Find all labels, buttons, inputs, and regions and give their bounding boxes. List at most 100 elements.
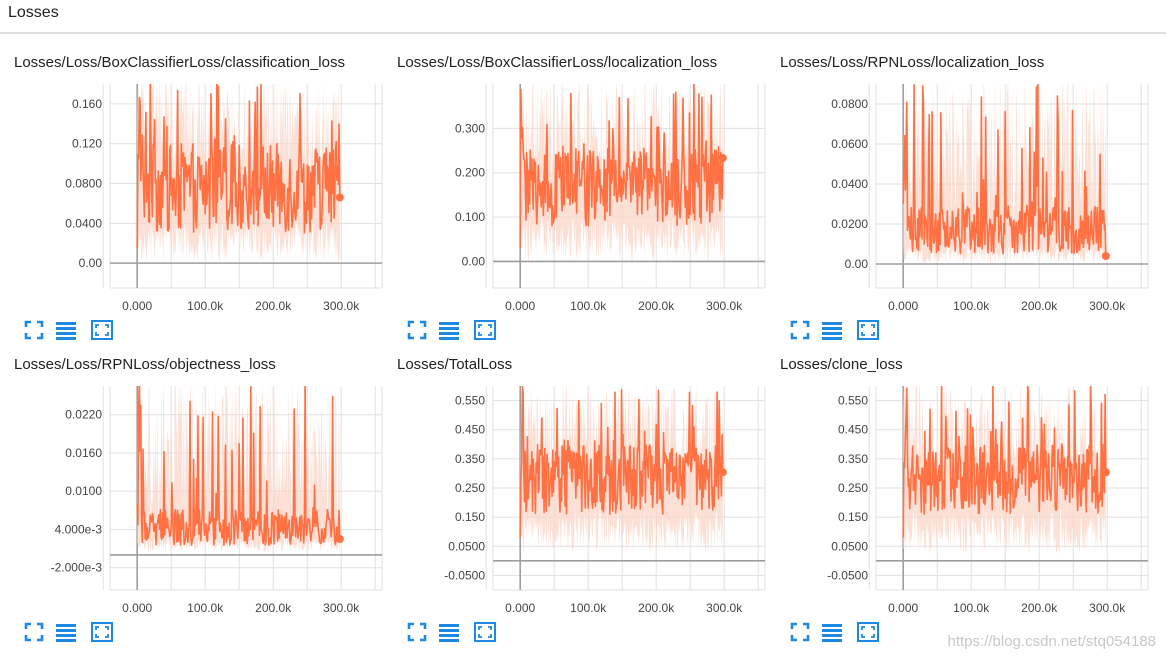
- series-line[interactable]: [519, 78, 724, 249]
- fit-domain-button[interactable]: [22, 318, 46, 342]
- series-end-point[interactable]: [718, 468, 727, 477]
- y-tick-label: 0.250: [455, 481, 485, 495]
- x-tick-label: 100.0k: [953, 299, 990, 313]
- y-tick-label: 0.160: [72, 97, 102, 111]
- y-tick-label: 0.0160: [65, 446, 102, 460]
- y-tick-label: 0.0100: [65, 484, 102, 498]
- x-tick-label: 0.000: [888, 299, 918, 313]
- fit-domain-button[interactable]: [405, 620, 429, 644]
- y-tick-label: 0.450: [838, 423, 868, 437]
- toggle-log-scale-button[interactable]: [54, 620, 78, 644]
- series-line[interactable]: [902, 381, 1107, 538]
- toggle-log-scale-icon: [437, 620, 461, 644]
- line-chart[interactable]: 0.00 0.0400 0.0800 0.120 0.160 0.000 100.0k 200…: [14, 78, 386, 318]
- y-tick-label: 0.0200: [831, 217, 868, 231]
- y-tick-label: 0.0600: [831, 137, 868, 151]
- y-tick-label: 0.250: [838, 481, 868, 495]
- y-tick-label: -2.000e-3: [51, 561, 103, 575]
- y-tick-label: 4.000e-3: [55, 522, 103, 536]
- fit-domain-button[interactable]: [405, 318, 429, 342]
- chart-card: Losses/Loss/BoxClassifierLoss/localizati…: [397, 54, 777, 354]
- series-end-point[interactable]: [335, 193, 344, 202]
- section-title: Losses: [8, 4, 59, 21]
- x-tick-label: 100.0k: [570, 601, 607, 615]
- x-tick-label: 200.0k: [638, 601, 675, 615]
- expand-chart-button[interactable]: [856, 318, 880, 342]
- chart-title: Losses/Loss/RPNLoss/objectness_loss: [14, 356, 276, 373]
- expand-chart-icon: [856, 620, 880, 644]
- chart-title: Losses/clone_loss: [780, 356, 903, 373]
- x-tick-label: 300.0k: [706, 299, 743, 313]
- chart-title: Losses/TotalLoss: [397, 356, 513, 373]
- x-tick-label: 200.0k: [255, 299, 292, 313]
- expand-chart-button[interactable]: [90, 620, 114, 644]
- series-end-point[interactable]: [1101, 468, 1110, 477]
- fit-domain-icon: [405, 318, 429, 342]
- expand-chart-icon: [473, 318, 497, 342]
- y-tick-label: 0.100: [455, 210, 485, 224]
- x-tick-label: 100.0k: [187, 601, 224, 615]
- y-tick-label: 0.200: [455, 166, 485, 180]
- x-tick-label: 100.0k: [187, 299, 224, 313]
- series-line[interactable]: [519, 386, 724, 538]
- fit-domain-icon: [22, 318, 46, 342]
- fit-domain-icon: [405, 620, 429, 644]
- series-end-point[interactable]: [718, 154, 727, 163]
- y-tick-label: 0.120: [72, 137, 102, 151]
- x-tick-label: 300.0k: [1089, 601, 1126, 615]
- expand-chart-button[interactable]: [473, 318, 497, 342]
- toggle-log-scale-icon: [54, 318, 78, 342]
- line-chart[interactable]: -2.000e-3 4.000e-3 0.0100 0.0160 0.0220 0.000…: [14, 380, 386, 620]
- series-line[interactable]: [136, 78, 341, 249]
- expand-chart-button[interactable]: [473, 620, 497, 644]
- x-tick-label: 0.000: [505, 299, 535, 313]
- series-line[interactable]: [136, 380, 341, 547]
- fit-domain-icon: [788, 620, 812, 644]
- series-line[interactable]: [902, 83, 1107, 257]
- fit-domain-icon: [788, 318, 812, 342]
- x-tick-label: 200.0k: [1021, 601, 1058, 615]
- toggle-log-scale-icon: [820, 620, 844, 644]
- x-tick-label: 0.000: [122, 299, 152, 313]
- x-tick-label: 300.0k: [323, 299, 360, 313]
- line-chart[interactable]: 0.00 0.100 0.200 0.300 0.000 100.0k 200.0k 300.…: [397, 78, 769, 318]
- y-tick-label: 0.00: [462, 254, 486, 268]
- y-tick-label: 0.150: [455, 510, 485, 524]
- line-chart[interactable]: 0.00 0.0200 0.0400 0.0600 0.0800 0.000 100.0k 2…: [780, 78, 1152, 318]
- x-tick-label: 200.0k: [1021, 299, 1058, 313]
- toggle-log-scale-button[interactable]: [820, 318, 844, 342]
- toggle-log-scale-button[interactable]: [437, 318, 461, 342]
- watermark: https://blog.csdn.net/stq054188: [947, 633, 1156, 650]
- expand-chart-button[interactable]: [856, 620, 880, 644]
- y-tick-label: 0.0220: [65, 408, 102, 422]
- y-tick-label: 0.0800: [65, 177, 102, 191]
- y-tick-label: 0.0400: [831, 177, 868, 191]
- y-tick-label: 0.0500: [831, 539, 868, 553]
- x-tick-label: 300.0k: [706, 601, 743, 615]
- chart-title: Losses/Loss/RPNLoss/localization_loss: [780, 54, 1045, 71]
- x-tick-label: 200.0k: [255, 601, 292, 615]
- toggle-log-scale-button[interactable]: [54, 318, 78, 342]
- toggle-log-scale-button[interactable]: [820, 620, 844, 644]
- series-end-point[interactable]: [335, 535, 344, 543]
- line-chart[interactable]: -0.0500 0.0500 0.150 0.250 0.350 0.450 0.550 0.…: [397, 380, 769, 620]
- y-tick-label: 0.550: [455, 394, 485, 408]
- y-tick-label: 0.150: [838, 510, 868, 524]
- series-end-point[interactable]: [1101, 252, 1110, 260]
- toggle-log-scale-icon: [54, 620, 78, 644]
- section-header[interactable]: Losses: [0, 0, 1166, 34]
- x-tick-label: 0.000: [888, 601, 918, 615]
- y-tick-label: 0.0400: [65, 216, 102, 230]
- fit-domain-button[interactable]: [788, 620, 812, 644]
- fit-domain-button[interactable]: [788, 318, 812, 342]
- chart-card: Losses/Loss/BoxClassifierLoss/classifica…: [14, 54, 394, 354]
- x-tick-label: 300.0k: [323, 601, 360, 615]
- fit-domain-button[interactable]: [22, 620, 46, 644]
- y-tick-label: 0.550: [838, 394, 868, 408]
- x-tick-label: 200.0k: [638, 299, 675, 313]
- expand-chart-icon: [856, 318, 880, 342]
- chart-card: Losses/Loss/RPNLoss/objectness_loss -2.00…: [14, 356, 394, 656]
- toggle-log-scale-button[interactable]: [437, 620, 461, 644]
- expand-chart-button[interactable]: [90, 318, 114, 342]
- line-chart[interactable]: -0.0500 0.0500 0.150 0.250 0.350 0.450 0.550 0.…: [780, 380, 1152, 620]
